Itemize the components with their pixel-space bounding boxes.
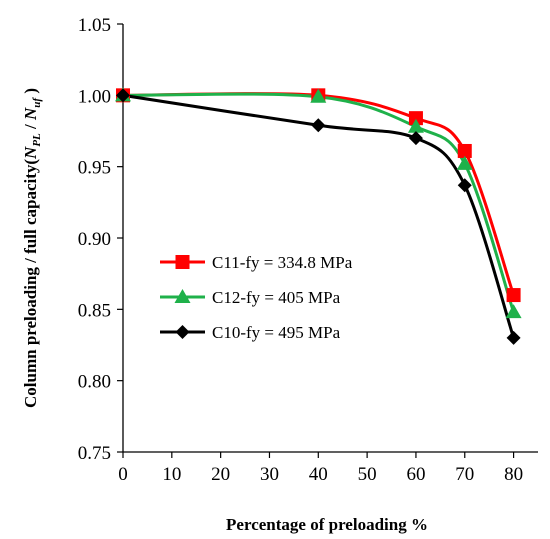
tick-labels: 0 10 20 30 40 50 60 70 80 0.75 0.80 0.85 0.90 0.95 1.0… — [78, 15, 523, 485]
legend-label: C11-fy = 334.8 MPa — [212, 253, 353, 272]
series-markers — [115, 87, 522, 345]
y-tick-label: 0.80 — [78, 372, 111, 393]
data-point-triangle — [456, 155, 473, 170]
legend: C11-fy = 334.8 MPa C12-fy = 405 MPa C10-fy… — [160, 253, 353, 342]
legend-marker-triangle — [174, 289, 191, 303]
data-point-diamond — [116, 88, 130, 103]
legend-label: C10-fy = 495 MPa — [212, 323, 341, 342]
x-tick-label: 80 — [504, 464, 523, 485]
x-tick-label: 50 — [358, 464, 377, 485]
y-axis-label: Column preloading / full capacity(NPL / … — [21, 88, 43, 408]
x-axis-label: Percentage of preloading % — [226, 515, 428, 534]
series-line-3 — [122, 93, 516, 339]
data-point-triangle — [310, 88, 327, 103]
x-tick-label: 20 — [211, 464, 230, 485]
data-point-triangle — [407, 118, 424, 133]
legend-marker-square — [175, 255, 190, 269]
x-tick-label: 0 — [118, 464, 128, 485]
y-tick-label: 0.75 — [78, 443, 111, 464]
y-axis-label-n2: N — [21, 107, 40, 121]
data-point-diamond — [311, 118, 326, 133]
legend-marker-diamond — [175, 325, 190, 339]
y-axis-label-n1: N — [21, 146, 40, 160]
x-tick-label: 60 — [406, 464, 425, 485]
y-axis-label-mid: / — [21, 120, 40, 133]
axes — [117, 23, 538, 458]
data-point-square — [457, 143, 472, 158]
x-tick-label: 10 — [162, 464, 181, 485]
y-axis-label-prefix: Column preloading / full capacity( — [21, 159, 40, 408]
y-tick-label: 1.05 — [78, 15, 111, 36]
y-axis-label-sub2: uf — [31, 97, 43, 108]
data-point-square — [408, 111, 423, 126]
y-axis-label-sub1: PL — [31, 133, 43, 147]
x-tick-label: 40 — [309, 464, 328, 485]
data-point-triangle — [505, 304, 522, 319]
y-tick-label: 0.95 — [78, 158, 111, 179]
x-tick-label: 70 — [455, 464, 474, 485]
data-point-diamond — [408, 131, 423, 146]
data-point-square — [506, 288, 521, 303]
data-point-diamond — [506, 330, 521, 345]
y-tick-label: 1.00 — [78, 86, 111, 107]
x-tick-label: 30 — [260, 464, 279, 485]
data-point-diamond — [457, 178, 472, 193]
y-tick-label: 0.85 — [78, 300, 111, 321]
y-tick-label: 0.90 — [78, 229, 111, 250]
legend-label: C12-fy = 405 MPa — [212, 288, 341, 307]
y-axis-label-suffix: ) — [21, 88, 40, 98]
